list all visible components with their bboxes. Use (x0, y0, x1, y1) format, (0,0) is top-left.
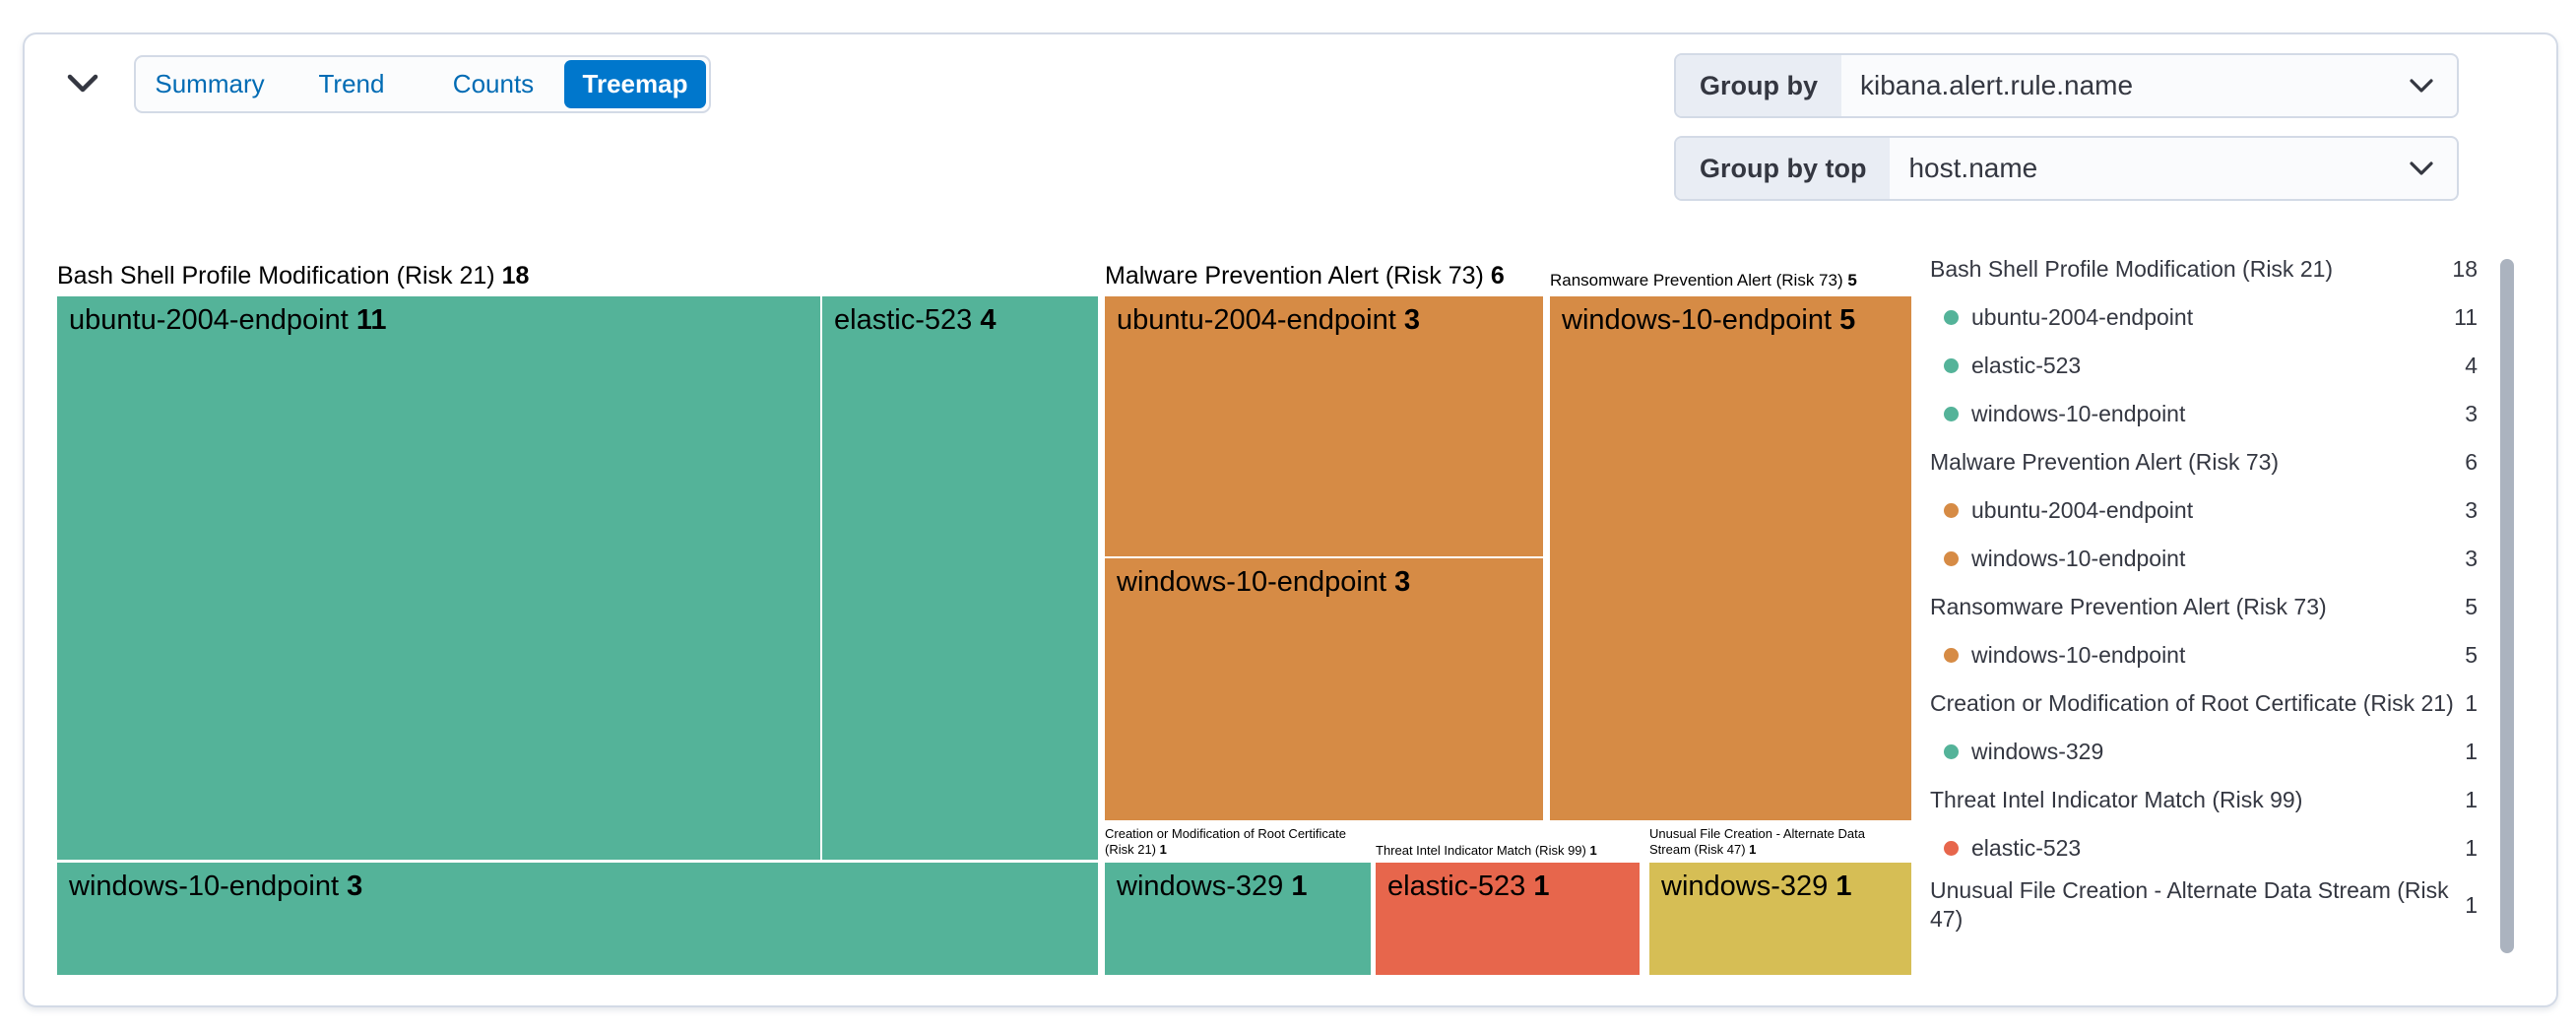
legend-item[interactable]: windows-10-endpoint 3 (1930, 390, 2478, 438)
legend-item[interactable]: windows-10-endpoint 5 (1930, 631, 2478, 679)
legend-label: elastic-523 (1971, 834, 2082, 861)
legend-dot-icon (1944, 551, 1959, 566)
legend-count: 18 (2452, 256, 2478, 282)
group-by-label: Group by (1676, 55, 1841, 116)
legend-count: 1 (2465, 891, 2478, 918)
legend-count: 3 (2465, 546, 2478, 571)
legend-item[interactable]: Ransomware Prevention Alert (Risk 73) 5 (1930, 583, 2478, 631)
treemap-group-header: Creation or Modification of Root Certifi… (1105, 826, 1346, 857)
treemap-cell[interactable]: windows-10-endpoint 3 (57, 863, 1098, 975)
legend-count: 1 (2465, 690, 2478, 716)
legend-item[interactable]: ubuntu-2004-endpoint 3 (1930, 486, 2478, 535)
legend: Bash Shell Profile Modification (Risk 21… (1930, 245, 2478, 938)
chevron-down-icon (66, 73, 99, 97)
legend-item[interactable]: ubuntu-2004-endpoint 11 (1930, 293, 2478, 342)
treemap-cell[interactable]: elastic-523 1 (1376, 863, 1640, 975)
legend-label: Threat Intel Indicator Match (Risk 99) (1930, 786, 2303, 812)
treemap-group-header: Ransomware Prevention Alert (Risk 73) 5 (1550, 271, 1857, 290)
chevron-down-icon (2410, 138, 2457, 199)
treemap-cell[interactable]: ubuntu-2004-endpoint 11 (57, 296, 820, 860)
group-by-top-value: host.name (1908, 153, 2038, 183)
legend-count: 1 (2465, 835, 2478, 861)
legend-count: 5 (2465, 594, 2478, 619)
legend-count: 11 (2454, 304, 2478, 330)
legend-label: Ransomware Prevention Alert (Risk 73) (1930, 593, 2327, 619)
tab-counts[interactable]: Counts (452, 69, 535, 98)
legend-count: 3 (2465, 497, 2478, 523)
legend-item[interactable]: windows-10-endpoint 3 (1930, 535, 2478, 583)
group-by-top-label: Group by top (1676, 138, 1891, 199)
treemap-cell[interactable]: windows-10-endpoint 3 (1105, 558, 1543, 820)
legend-item[interactable]: elastic-523 1 (1930, 824, 2478, 872)
legend-dot-icon (1944, 407, 1959, 421)
legend-item[interactable]: windows-329 1 (1930, 728, 2478, 776)
legend-label: Malware Prevention Alert (Risk 73) (1930, 448, 2280, 475)
legend-item[interactable]: Bash Shell Profile Modification (Risk 21… (1930, 245, 2478, 293)
legend-count: 3 (2465, 401, 2478, 426)
group-by-value: kibana.alert.rule.name (1860, 70, 2134, 100)
legend-item[interactable]: Malware Prevention Alert (Risk 73) 6 (1930, 438, 2478, 486)
legend-label: elastic-523 (1971, 352, 2082, 378)
legend-label: windows-10-endpoint (1971, 641, 2186, 668)
treemap-group-header: Bash Shell Profile Modification (Risk 21… (57, 262, 530, 290)
legend-label: Bash Shell Profile Modification (Risk 21… (1930, 255, 2334, 282)
group-by-select[interactable]: Group by kibana.alert.rule.name (1674, 53, 2459, 118)
legend-label: ubuntu-2004-endpoint (1971, 303, 2194, 330)
legend-label: windows-10-endpoint (1971, 400, 2186, 426)
legend-dot-icon (1944, 841, 1959, 856)
legend-dot-icon (1944, 358, 1959, 373)
treemap-group-header: Malware Prevention Alert (Risk 73) 6 (1105, 262, 1505, 290)
group-by-top-select[interactable]: Group by top host.name (1674, 136, 2459, 201)
legend-dot-icon (1944, 503, 1959, 518)
legend-dot-icon (1944, 744, 1959, 759)
legend-item[interactable]: elastic-523 4 (1930, 342, 2478, 390)
legend-label: Unusual File Creation - Alternate Data S… (1930, 877, 2449, 933)
collapse-panel-button[interactable] (59, 61, 106, 108)
chevron-down-icon (2410, 55, 2457, 116)
tab-trend[interactable]: Trend (318, 69, 385, 98)
treemap-group-header: Threat Intel Indicator Match (Risk 99) 1 (1376, 843, 1597, 858)
treemap-cell[interactable]: windows-10-endpoint 5 (1550, 296, 1911, 820)
treemap-cell[interactable]: windows-329 1 (1105, 863, 1371, 975)
legend-item[interactable]: Unusual File Creation - Alternate Data S… (1930, 872, 2478, 938)
legend-item[interactable]: Creation or Modification of Root Certifi… (1930, 679, 2478, 728)
tab-treemap[interactable]: Treemap (564, 60, 706, 108)
legend-dot-icon (1944, 310, 1959, 325)
legend-scrollbar-thumb[interactable] (2500, 259, 2514, 953)
legend-item[interactable]: Threat Intel Indicator Match (Risk 99) 1 (1930, 776, 2478, 824)
treemap-group-header: Unusual File Creation - Alternate Data S… (1649, 826, 1865, 857)
legend-count: 1 (2465, 787, 2478, 812)
view-mode-tabs: Summary Trend Counts Treemap (134, 55, 711, 113)
legend-dot-icon (1944, 648, 1959, 663)
legend-label: Creation or Modification of Root Certifi… (1930, 689, 2454, 716)
treemap-cell[interactable]: ubuntu-2004-endpoint 3 (1105, 296, 1543, 556)
legend-count: 1 (2465, 739, 2478, 764)
legend-count: 5 (2465, 642, 2478, 668)
legend-count: 4 (2465, 353, 2478, 378)
legend-count: 6 (2465, 449, 2478, 475)
legend-label: windows-10-endpoint (1971, 545, 2186, 571)
treemap-cell[interactable]: windows-329 1 (1649, 863, 1911, 975)
tab-summary[interactable]: Summary (155, 69, 265, 98)
treemap-cell[interactable]: elastic-523 4 (822, 296, 1098, 860)
legend-label: ubuntu-2004-endpoint (1971, 496, 2194, 523)
legend-label: windows-329 (1971, 738, 2104, 764)
